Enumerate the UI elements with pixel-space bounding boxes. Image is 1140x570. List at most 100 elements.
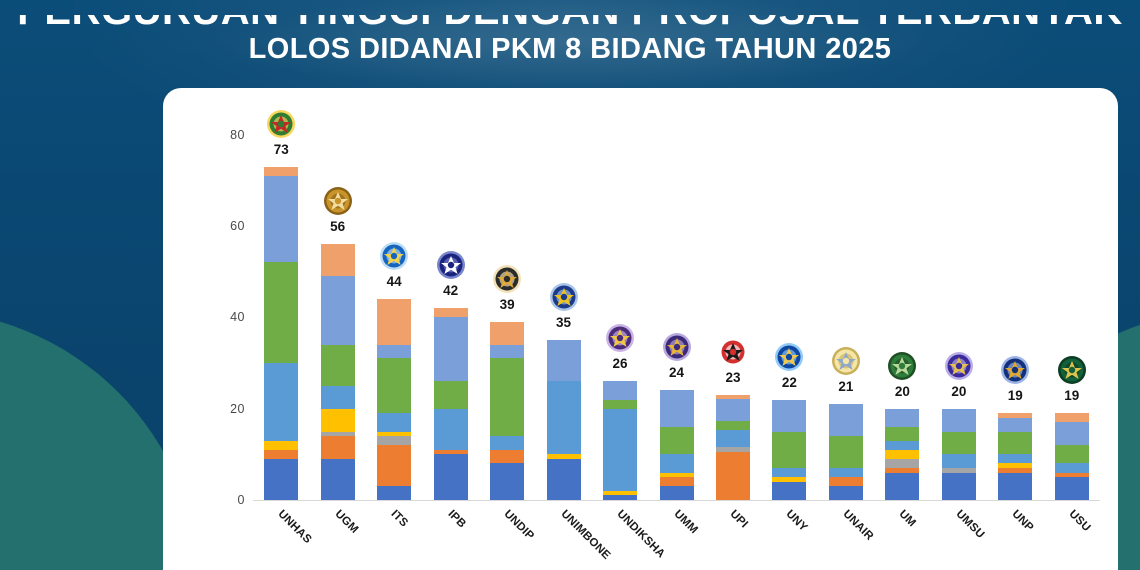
stacked-bar[interactable] bbox=[998, 413, 1033, 500]
bar-segment[interactable] bbox=[941, 468, 976, 473]
bar-segment[interactable] bbox=[433, 454, 468, 500]
bar-segment[interactable] bbox=[828, 477, 863, 487]
bar-segment[interactable] bbox=[603, 381, 638, 400]
bar-column[interactable] bbox=[885, 408, 920, 500]
bar-segment[interactable] bbox=[603, 490, 638, 496]
bar-segment[interactable] bbox=[377, 486, 412, 500]
bar-segment[interactable] bbox=[490, 449, 525, 464]
stacked-bar[interactable] bbox=[603, 381, 638, 500]
bar-segment[interactable] bbox=[1054, 477, 1089, 500]
bar-segment[interactable] bbox=[715, 399, 750, 422]
bar-segment[interactable] bbox=[772, 477, 807, 482]
stacked-bar[interactable] bbox=[546, 340, 581, 500]
bar-segment[interactable] bbox=[885, 458, 920, 469]
bar-segment[interactable] bbox=[998, 413, 1033, 418]
bar-segment[interactable] bbox=[1054, 413, 1089, 423]
bar-segment[interactable] bbox=[885, 408, 920, 427]
bar-segment[interactable] bbox=[998, 454, 1033, 464]
bar-column[interactable] bbox=[603, 381, 638, 500]
bar-column[interactable] bbox=[433, 308, 468, 500]
bar-segment[interactable] bbox=[772, 399, 807, 432]
bar-column[interactable] bbox=[377, 299, 412, 500]
bar-segment[interactable] bbox=[772, 468, 807, 478]
bar-column[interactable] bbox=[941, 408, 976, 500]
bar-segment[interactable] bbox=[546, 381, 581, 455]
bar-segment[interactable] bbox=[320, 276, 355, 345]
bar-segment[interactable] bbox=[433, 381, 468, 409]
bar-segment[interactable] bbox=[772, 481, 807, 500]
bar-segment[interactable] bbox=[264, 175, 299, 263]
bar-segment[interactable] bbox=[490, 344, 525, 359]
bar-segment[interactable] bbox=[320, 344, 355, 386]
bar-segment[interactable] bbox=[546, 340, 581, 382]
bar-segment[interactable] bbox=[377, 445, 412, 487]
bar-segment[interactable] bbox=[377, 344, 412, 359]
stacked-bar[interactable] bbox=[490, 321, 525, 500]
bar-segment[interactable] bbox=[1054, 463, 1089, 473]
bar-segment[interactable] bbox=[490, 436, 525, 450]
bar-segment[interactable] bbox=[885, 449, 920, 459]
stacked-bar[interactable] bbox=[433, 308, 468, 500]
stacked-bar[interactable] bbox=[264, 166, 299, 500]
bar-column[interactable] bbox=[546, 340, 581, 500]
stacked-bar[interactable] bbox=[941, 408, 976, 500]
bar-segment[interactable] bbox=[546, 454, 581, 459]
bar-segment[interactable] bbox=[998, 463, 1033, 469]
bar-segment[interactable] bbox=[659, 477, 694, 487]
bar-segment[interactable] bbox=[1054, 422, 1089, 446]
bar-segment[interactable] bbox=[1054, 445, 1089, 464]
bar-segment[interactable] bbox=[490, 321, 525, 345]
bar-segment[interactable] bbox=[490, 463, 525, 500]
bar-segment[interactable] bbox=[490, 358, 525, 437]
bar-segment[interactable] bbox=[715, 421, 750, 430]
bar-segment[interactable] bbox=[715, 394, 750, 400]
bar-segment[interactable] bbox=[320, 436, 355, 459]
stacked-bar[interactable] bbox=[377, 299, 412, 500]
bar-segment[interactable] bbox=[885, 426, 920, 441]
stacked-bar[interactable] bbox=[772, 399, 807, 500]
bar-column[interactable] bbox=[264, 166, 299, 500]
bar-segment[interactable] bbox=[659, 426, 694, 455]
bar-column[interactable] bbox=[320, 244, 355, 500]
bar-segment[interactable] bbox=[715, 451, 750, 500]
bar-column[interactable] bbox=[659, 390, 694, 500]
bar-segment[interactable] bbox=[885, 440, 920, 450]
stacked-bar[interactable] bbox=[885, 408, 920, 500]
bar-segment[interactable] bbox=[941, 454, 976, 469]
bar-segment[interactable] bbox=[264, 449, 299, 459]
stacked-bar[interactable] bbox=[1054, 413, 1089, 500]
bar-segment[interactable] bbox=[264, 458, 299, 500]
bar-segment[interactable] bbox=[659, 454, 694, 473]
bar-segment[interactable] bbox=[603, 495, 638, 500]
bar-segment[interactable] bbox=[264, 362, 299, 441]
bar-segment[interactable] bbox=[941, 408, 976, 432]
bar-segment[interactable] bbox=[264, 262, 299, 363]
bar-segment[interactable] bbox=[377, 413, 412, 432]
bar-segment[interactable] bbox=[941, 431, 976, 455]
bar-segment[interactable] bbox=[320, 385, 355, 409]
bar-segment[interactable] bbox=[828, 486, 863, 500]
stacked-bar[interactable] bbox=[659, 390, 694, 500]
bar-segment[interactable] bbox=[546, 458, 581, 500]
bar-segment[interactable] bbox=[998, 468, 1033, 473]
bar-segment[interactable] bbox=[1054, 472, 1089, 478]
bar-segment[interactable] bbox=[885, 468, 920, 473]
bar-segment[interactable] bbox=[828, 436, 863, 469]
bar-segment[interactable] bbox=[320, 244, 355, 277]
bar-segment[interactable] bbox=[433, 308, 468, 318]
bar-segment[interactable] bbox=[715, 447, 750, 452]
bar-segment[interactable] bbox=[659, 486, 694, 500]
bar-segment[interactable] bbox=[828, 404, 863, 437]
bar-segment[interactable] bbox=[320, 408, 355, 432]
bar-column[interactable] bbox=[490, 321, 525, 500]
bar-segment[interactable] bbox=[377, 436, 412, 446]
stacked-bar[interactable] bbox=[828, 404, 863, 500]
bar-segment[interactable] bbox=[828, 468, 863, 478]
bar-segment[interactable] bbox=[885, 472, 920, 500]
bar-segment[interactable] bbox=[320, 458, 355, 500]
stacked-bar[interactable] bbox=[320, 244, 355, 500]
bar-segment[interactable] bbox=[603, 399, 638, 409]
bar-column[interactable] bbox=[828, 404, 863, 500]
bar-segment[interactable] bbox=[998, 417, 1033, 432]
bar-segment[interactable] bbox=[772, 431, 807, 469]
